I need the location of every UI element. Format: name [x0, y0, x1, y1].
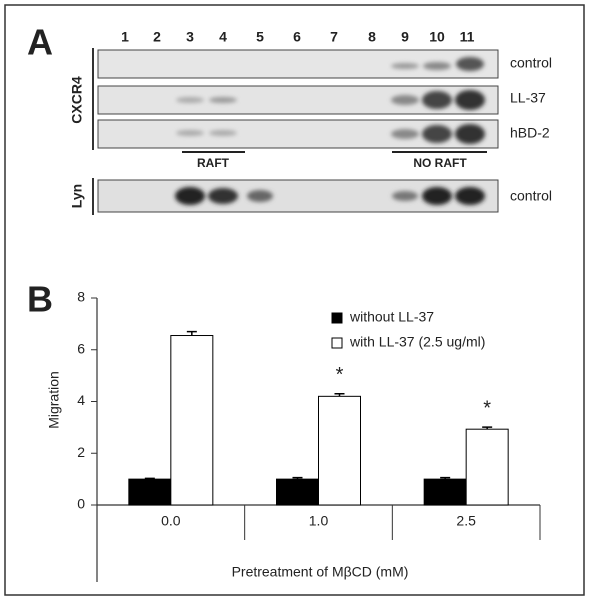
lane-label: 9 — [401, 29, 409, 45]
frame — [4, 4, 585, 596]
lane-label: 7 — [330, 29, 338, 45]
panel-label: B — [27, 279, 53, 320]
error-bar — [292, 476, 303, 480]
lane-label: 11 — [460, 29, 475, 45]
lane-label: 5 — [256, 29, 264, 45]
bar — [423, 478, 467, 506]
lane-label: 2 — [153, 29, 161, 45]
row-label: hBD-2 — [510, 125, 550, 141]
raft-label: RAFT — [197, 156, 230, 170]
blot — [97, 49, 499, 213]
panel-label: A — [27, 22, 53, 63]
bar — [170, 335, 214, 506]
legend-swatch — [331, 337, 343, 349]
lane-label: 6 — [293, 29, 301, 45]
error-bar — [186, 330, 197, 336]
bar — [128, 478, 172, 506]
legend-swatch — [331, 312, 343, 324]
x-axis-label: Pretreatment of MβCD (mM) — [232, 564, 409, 580]
bar — [276, 478, 319, 506]
y-tick-label: 4 — [77, 392, 85, 408]
error-bar — [440, 476, 451, 480]
x-tick-label: 1.0 — [309, 513, 329, 529]
error-bar — [482, 426, 493, 430]
lane-label: 4 — [219, 29, 227, 45]
row-label: control — [510, 55, 552, 71]
significance: * — [336, 364, 344, 386]
y-tick-label: 0 — [77, 496, 85, 512]
row-label: control — [510, 188, 552, 204]
bar — [465, 428, 509, 506]
lane-label: 1 — [121, 29, 129, 45]
lyn-label: Lyn — [69, 184, 85, 208]
legend-label: without LL-37 — [349, 309, 434, 325]
row-label: LL-37 — [510, 90, 546, 106]
error-bar — [144, 477, 155, 480]
y-axis-label: Migration — [46, 371, 62, 429]
lane-label: 3 — [186, 29, 194, 45]
y-tick-label: 8 — [77, 289, 85, 305]
x-tick-label: 0.0 — [161, 513, 181, 529]
legend-label: with LL-37 (2.5 ug/ml) — [349, 334, 485, 350]
error-bar — [334, 392, 345, 397]
group-label: CXCR4 — [69, 76, 85, 124]
no-raft-label: NO RAFT — [413, 156, 467, 170]
lane-label: 8 — [368, 29, 376, 45]
lane-label: 10 — [429, 29, 445, 45]
y-tick-label: 6 — [77, 340, 85, 356]
significance: * — [483, 397, 491, 419]
y-tick-label: 2 — [77, 444, 85, 460]
x-tick-label: 2.5 — [456, 513, 476, 529]
bar — [318, 395, 361, 506]
